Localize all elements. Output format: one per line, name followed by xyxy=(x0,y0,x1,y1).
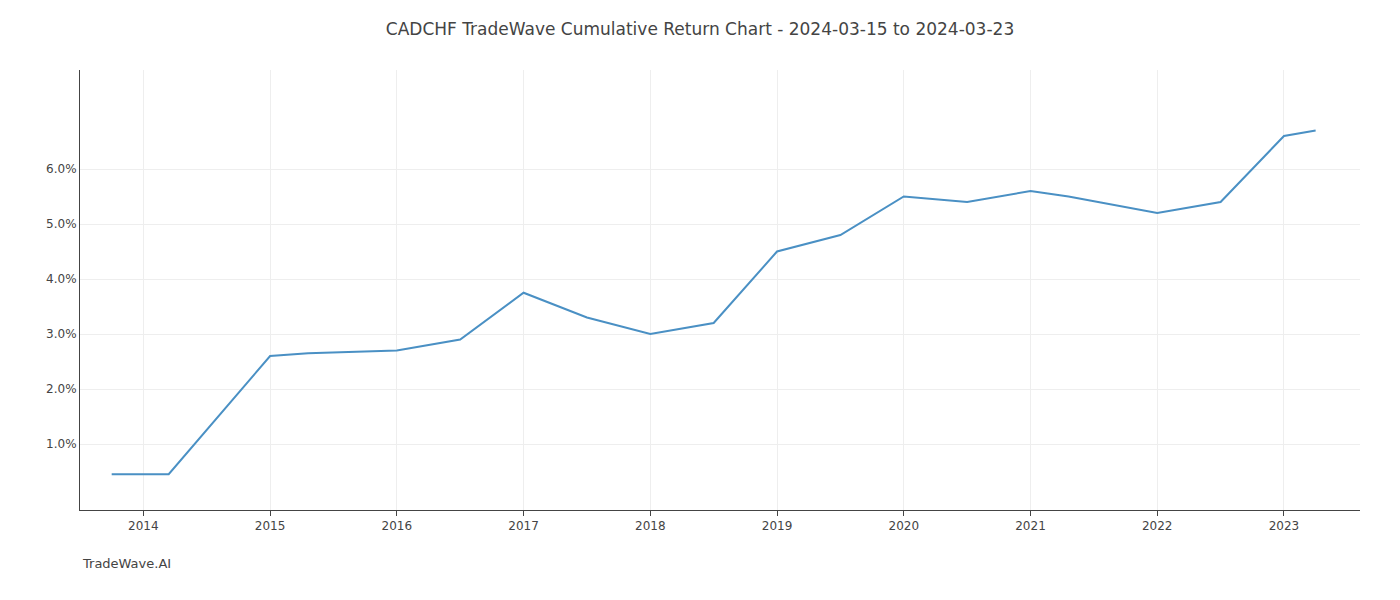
svg-text:TradeWave.AI: TradeWave.AI xyxy=(82,556,171,571)
svg-text:1.0%: 1.0% xyxy=(46,437,77,451)
svg-text:2016: 2016 xyxy=(382,519,413,533)
svg-text:2019: 2019 xyxy=(762,519,793,533)
svg-text:2015: 2015 xyxy=(255,519,286,533)
svg-text:6.0%: 6.0% xyxy=(46,162,77,176)
svg-text:2017: 2017 xyxy=(508,519,539,533)
svg-text:2014: 2014 xyxy=(128,519,159,533)
svg-text:2021: 2021 xyxy=(1015,519,1046,533)
svg-text:2018: 2018 xyxy=(635,519,666,533)
svg-text:2.0%: 2.0% xyxy=(46,382,77,396)
svg-text:2020: 2020 xyxy=(888,519,919,533)
svg-text:5.0%: 5.0% xyxy=(46,217,77,231)
svg-text:2023: 2023 xyxy=(1269,519,1300,533)
svg-text:CADCHF TradeWave Cumulative Re: CADCHF TradeWave Cumulative Return Chart… xyxy=(386,19,1014,39)
svg-text:2022: 2022 xyxy=(1142,519,1173,533)
svg-text:4.0%: 4.0% xyxy=(46,272,77,286)
svg-text:3.0%: 3.0% xyxy=(46,327,77,341)
